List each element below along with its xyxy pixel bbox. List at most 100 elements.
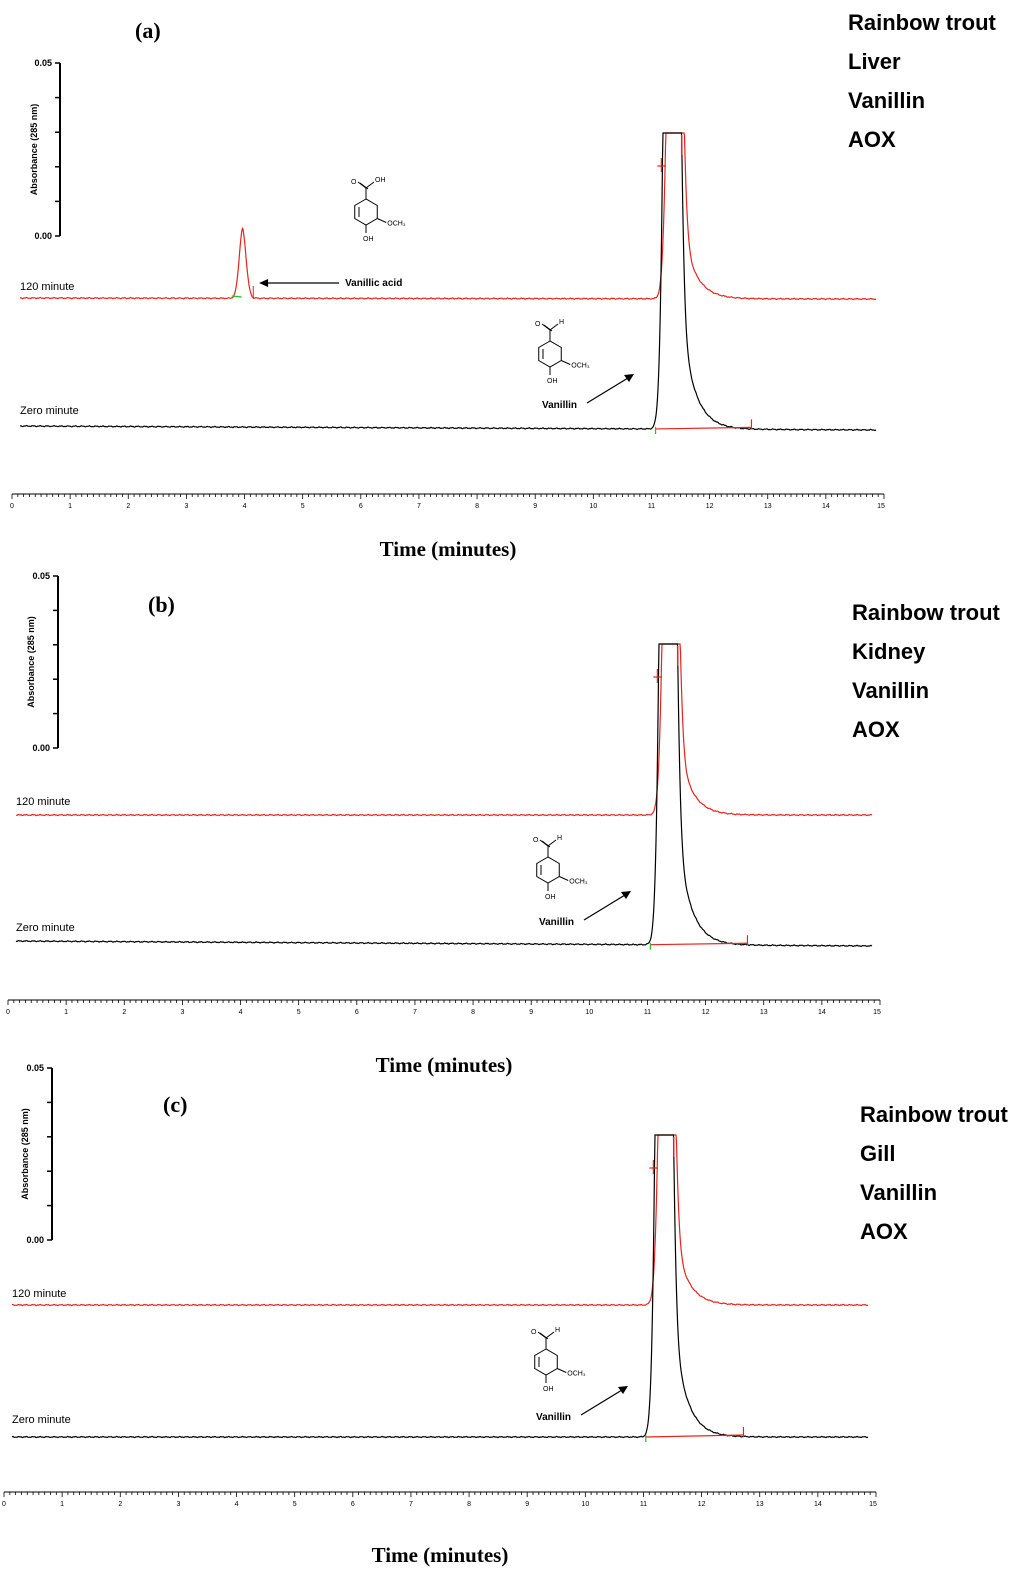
info-line: Rainbow trout [848,10,997,35]
x-tick-label: 12 [698,1501,706,1508]
annotation-label: Vanillin [536,1412,571,1423]
chromatogram-panel-a: (a) Rainbow trout Liver Vanillin AOX 0.05 0.00… [10,10,996,561]
annotation-arrow [586,377,629,404]
benzene-ring [354,198,378,226]
series-line [15,643,873,817]
atom-o: O [535,321,541,328]
atom-top: H [559,319,564,326]
series-line [11,1134,869,1307]
x-tick-label: 13 [760,1009,768,1016]
x-tick-label: 8 [475,503,479,510]
y-tick-label: 0.00 [32,743,50,753]
x-tick-label: 2 [126,503,130,510]
x-tick-label: 6 [351,1501,355,1508]
arrow-head [621,891,631,899]
annotation-label: Vanillin [542,400,577,411]
info-line: Kidney [852,639,926,664]
x-tick-label: 5 [297,1009,301,1016]
annotation-label: Vanillin [539,917,574,928]
x-tick-label: 7 [409,1501,413,1508]
x-tick-label: 1 [68,503,72,510]
x-tick-label: 7 [413,1009,417,1016]
bond [377,218,387,223]
benzene-ring [534,1348,558,1376]
x-tick-label: 0 [6,1009,10,1016]
annotation-label: Vanillic acid [345,278,402,289]
x-tick-label: 4 [243,503,247,510]
y-tick-label: 0.00 [34,231,52,241]
series-label: Zero minute [16,922,75,934]
x-tick-label: 6 [359,503,363,510]
atom-top: OH [375,177,386,184]
x-tick-label: 14 [814,1501,822,1508]
x-tick-label: 15 [869,1501,877,1508]
x-tick-label: 6 [355,1009,359,1016]
benzene-ring [538,340,562,368]
x-tick-label: 12 [702,1009,710,1016]
bond [549,323,559,331]
bond [561,360,571,365]
x-tick-label: 11 [640,1501,647,1508]
info-line: Liver [848,49,901,74]
x-axis-label: Time (minutes) [380,537,517,561]
series-label: Zero minute [12,1414,71,1426]
integration-baseline [645,1434,744,1438]
atom-oh: OH [543,1386,554,1393]
carbonyl-bond [359,182,369,190]
arrow-head [259,279,269,287]
atom-o: O [531,1329,537,1336]
info-line: Vanillin [852,678,929,703]
y-tick-label: 0.00 [26,1235,44,1245]
x-tick-label: 3 [180,1009,184,1016]
benzene-ring [536,856,560,884]
series-line [19,132,877,432]
x-tick-label: 0 [10,503,14,510]
y-tick-label: 0.05 [32,571,50,581]
carbonyl-bond [539,1332,549,1340]
series-label: 120 minute [20,281,74,293]
info-line: Vanillin [860,1180,937,1205]
series-line [20,132,877,301]
x-tick-label: 13 [756,1501,764,1508]
x-tick-label: 8 [471,1009,475,1016]
x-tick-label: 10 [589,503,597,510]
bond [557,1368,567,1373]
info-line: Rainbow trout [860,1102,1009,1127]
arrow-head [618,1386,628,1394]
y-tick-label: 0.05 [26,1063,44,1073]
series-label: 120 minute [16,796,70,808]
atom-oh: OH [547,378,558,385]
atom-och3: OCH₃ [569,879,588,886]
integration-baseline [650,942,748,946]
atom-och3: OCH₃ [571,363,590,370]
series-label: Zero minute [20,405,79,417]
x-tick-label: 13 [764,503,772,510]
x-axis-label: Time (minutes) [376,1053,513,1077]
x-tick-label: 3 [184,503,188,510]
info-line: Rainbow trout [852,600,1001,625]
carbonyl-bond [541,840,551,848]
x-tick-label: 11 [648,503,655,510]
x-axis-label: Time (minutes) [372,1543,509,1567]
series-line [11,1134,869,1439]
x-tick-label: 1 [60,1501,64,1508]
info-line: Gill [860,1141,895,1166]
integration-baseline [655,426,752,430]
atom-o: O [533,837,539,844]
series-line [15,643,873,948]
x-tick-label: 15 [877,503,885,510]
atom-och3: OCH₃ [387,221,406,228]
peak-start-marker [231,295,242,298]
x-tick-label: 9 [533,503,537,510]
y-axis-label: Absorbance (285 nm) [29,104,39,196]
panel-label: (a) [135,18,161,43]
x-tick-label: 9 [529,1009,533,1016]
x-tick-label: 2 [122,1009,126,1016]
chromatogram-panel-c: (c) Rainbow trout Gill Vanillin AOX 0.05 0.00 A… [2,1063,1008,1567]
x-tick-label: 14 [822,503,830,510]
bond [559,876,569,881]
x-tick-label: 12 [706,503,714,510]
